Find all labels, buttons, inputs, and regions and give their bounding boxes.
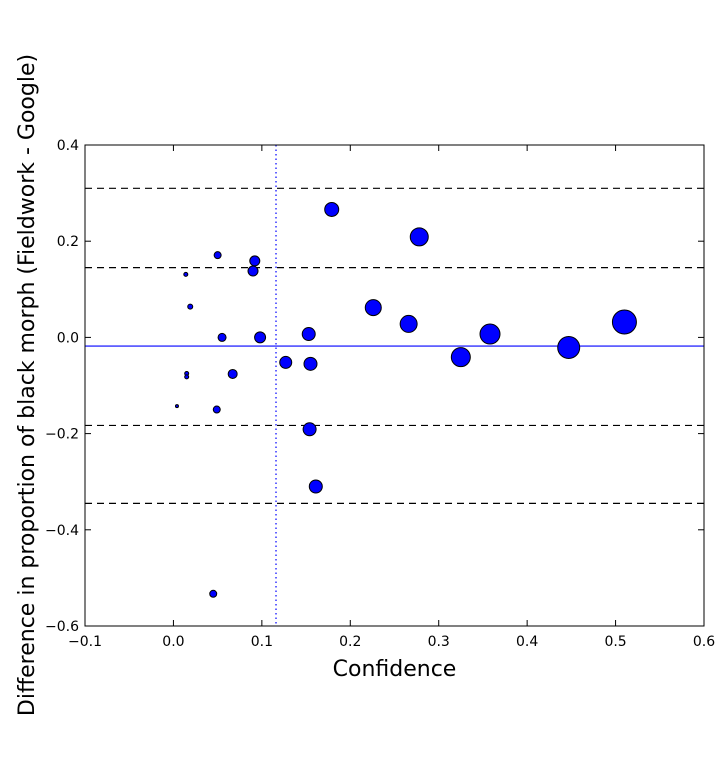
y-tick-label-0: −0.6: [45, 619, 79, 635]
data-point-17: [308, 479, 323, 494]
y-axis-label: Difference in proportion of black morph …: [15, 54, 40, 716]
data-point-20: [399, 314, 418, 333]
data-point-1: [183, 271, 189, 277]
x-tick-label-1: 0.0: [162, 634, 184, 650]
plot-frame: [84, 144, 705, 627]
data-point-16: [303, 356, 318, 371]
y-tick-label-4: 0.2: [57, 234, 79, 250]
data-point-8: [217, 332, 227, 342]
x-tick-label-5: 0.4: [516, 634, 538, 650]
data-point-13: [279, 355, 293, 369]
data-point-24: [557, 336, 581, 360]
data-point-15: [302, 422, 317, 437]
y-tick-label-5: 0.4: [57, 138, 79, 154]
y-tick-label-2: −0.2: [45, 427, 79, 443]
data-point-4: [187, 303, 194, 310]
x-tick-label-6: 0.5: [604, 634, 626, 650]
reference-lines: [85, 145, 704, 626]
y-axis-ticks: −0.6 −0.4 −0.2 0.0 0.2 0.4: [45, 138, 704, 635]
x-tick-label-4: 0.3: [428, 634, 450, 650]
data-point-25: [611, 309, 637, 335]
x-tick-label-3: 0.2: [339, 634, 361, 650]
data-point-10: [247, 265, 259, 277]
x-axis-ticks: −0.1 0.0 0.1 0.2 0.3 0.4 0.5 0.6: [68, 145, 715, 650]
data-point-0: [174, 404, 179, 409]
data-point-7: [213, 251, 222, 260]
data-point-9: [227, 368, 238, 379]
x-tick-label-0: −0.1: [68, 634, 102, 650]
data-point-11: [249, 255, 261, 267]
y-tick-label-3: 0.0: [57, 330, 79, 346]
data-point-12: [254, 331, 267, 344]
data-point-14: [301, 327, 316, 342]
x-tick-label-7: 0.6: [693, 634, 715, 650]
x-tick-label-2: 0.1: [251, 634, 273, 650]
data-point-5: [209, 589, 218, 598]
data-points: [174, 201, 637, 598]
data-point-3: [184, 374, 190, 380]
data-point-22: [450, 347, 471, 368]
data-point-6: [212, 405, 221, 414]
data-point-21: [409, 227, 429, 247]
y-tick-label-1: −0.4: [45, 523, 79, 539]
data-point-18: [324, 201, 340, 217]
data-point-23: [479, 323, 501, 345]
data-point-19: [364, 299, 382, 317]
x-axis-label: Confidence: [333, 657, 457, 682]
